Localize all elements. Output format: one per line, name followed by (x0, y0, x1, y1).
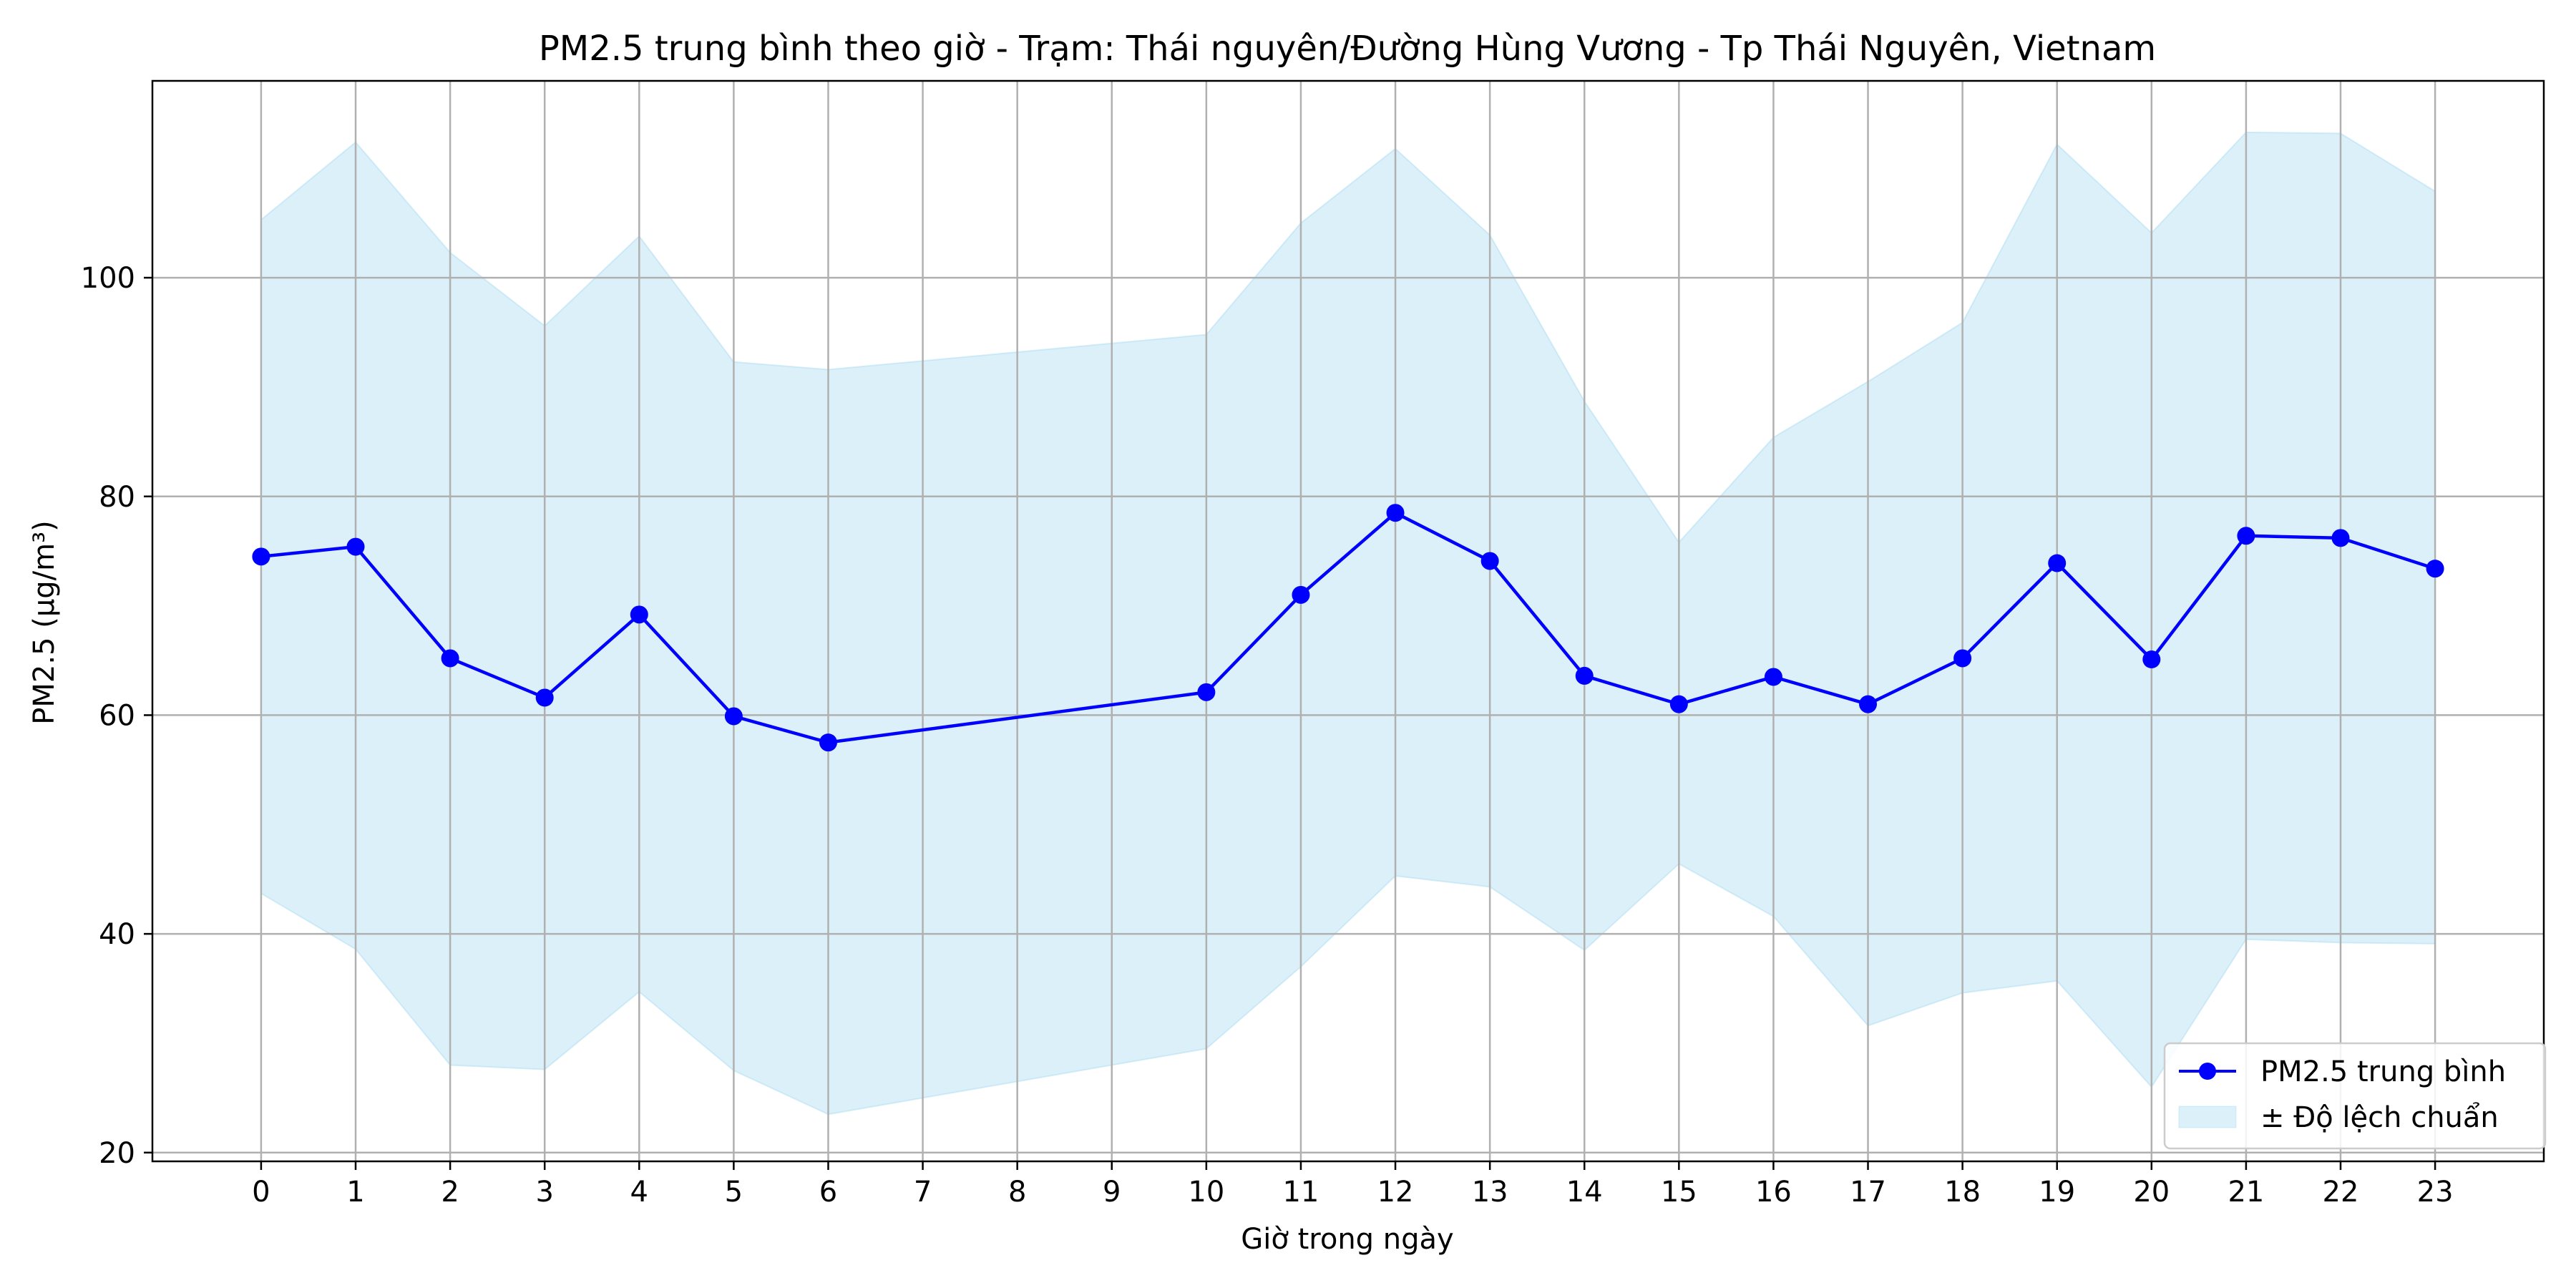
x-tick-label: 11 (1282, 1176, 1319, 1209)
data-point (1575, 666, 1594, 685)
data-point (2426, 560, 2444, 578)
data-point (1953, 649, 1972, 668)
x-tick-label: 4 (630, 1176, 648, 1209)
x-tick-label: 17 (1850, 1176, 1886, 1209)
x-tick-label: 19 (2039, 1176, 2075, 1209)
legend-marker-swatch (2199, 1063, 2216, 1080)
x-tick-label: 21 (2228, 1176, 2264, 1209)
marker-layer (252, 504, 2444, 752)
data-point (441, 649, 459, 668)
data-point (1197, 683, 1216, 701)
x-tick-label: 22 (2323, 1176, 2359, 1209)
legend-box (2163, 1042, 2547, 1150)
data-point (1480, 552, 1499, 570)
data-point (1859, 695, 1878, 713)
x-tick-label: 1 (346, 1176, 364, 1209)
x-tick-label: 10 (1188, 1176, 1224, 1209)
x-tick-label: 20 (2133, 1176, 2170, 1209)
legend-label-std: ± Độ lệch chuẩn (2260, 1101, 2499, 1134)
y-axis-label: PM2.5 (µg/m³) (28, 520, 61, 725)
chart-title: PM2.5 trung bình theo giờ - Trạm: Thái n… (539, 29, 2156, 69)
y-tick-label: 20 (99, 1137, 135, 1170)
data-point (2142, 650, 2161, 668)
y-tick-label: 40 (99, 918, 135, 951)
data-point (2048, 554, 2067, 572)
x-tick-label: 0 (252, 1176, 270, 1209)
x-tick-label: 12 (1377, 1176, 1414, 1209)
data-point (724, 707, 743, 726)
y-tick-label: 100 (81, 262, 135, 295)
x-tick-label: 2 (441, 1176, 459, 1209)
x-tick-label: 8 (1008, 1176, 1026, 1209)
x-tick-label: 14 (1566, 1176, 1603, 1209)
x-ticks: 0 1 2 3 4 5 6 7 8 9 10 11 12 13 14 15 16 17 18 19 20 21 22 23 (252, 1161, 2454, 1209)
data-point (252, 547, 270, 566)
x-tick-label: 6 (819, 1176, 837, 1209)
grid-layer (152, 81, 2544, 1161)
x-axis-label: Giờ trong ngày (1241, 1223, 1453, 1256)
data-point (819, 733, 837, 752)
legend-band-swatch (2178, 1106, 2237, 1128)
plot-frame (151, 79, 2545, 1163)
y-tick-label: 60 (99, 699, 135, 732)
legend-label-mean: PM2.5 trung bình (2260, 1055, 2506, 1088)
data-point (2237, 527, 2255, 545)
x-tick-label: 5 (725, 1176, 743, 1209)
x-tick-label: 9 (1103, 1176, 1121, 1209)
y-tick-label: 80 (99, 481, 135, 514)
data-point (535, 688, 554, 707)
data-point (1386, 504, 1405, 522)
data-point (346, 537, 365, 556)
data-point (1292, 585, 1310, 604)
x-tick-label: 15 (1661, 1176, 1697, 1209)
data-point (1669, 695, 1688, 713)
data-point (1764, 668, 1782, 686)
data-point (630, 605, 648, 624)
legend: PM2.5 trung bình ± Độ lệch chuẩn (2163, 1042, 2547, 1150)
x-tick-label: 7 (914, 1176, 932, 1209)
x-tick-label: 18 (1944, 1176, 1981, 1209)
x-tick-label: 23 (2417, 1176, 2454, 1209)
y-ticks: 20 40 60 80 100 (81, 262, 152, 1170)
x-tick-label: 13 (1472, 1176, 1508, 1209)
x-tick-label: 3 (535, 1176, 553, 1209)
x-tick-label: 16 (1755, 1176, 1792, 1209)
data-point (2331, 529, 2350, 547)
